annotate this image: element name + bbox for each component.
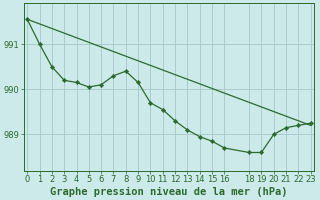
X-axis label: Graphe pression niveau de la mer (hPa): Graphe pression niveau de la mer (hPa): [50, 186, 288, 197]
